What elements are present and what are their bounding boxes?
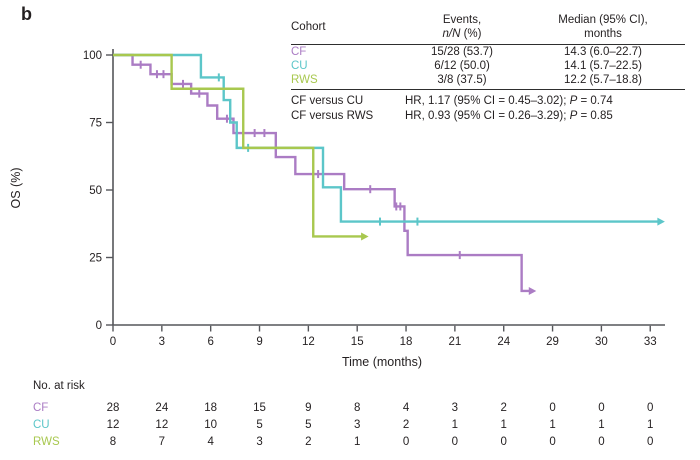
at-risk-value: 1 xyxy=(451,419,459,431)
x-tick-label: 0 xyxy=(110,336,116,348)
y-tick-label: 100 xyxy=(83,50,102,62)
at-risk-value: 4 xyxy=(207,436,214,448)
at-risk-value: 10 xyxy=(204,419,218,431)
at-risk-value: 3 xyxy=(353,419,361,431)
at-risk-value: 18 xyxy=(204,402,218,414)
comparison-value-cf-cu: HR, 1.17 (95% CI = 0.45–3.02); P = 0.74 xyxy=(405,95,613,107)
y-tick-label: 0 xyxy=(96,320,102,332)
at-risk-value: 0 xyxy=(402,436,410,448)
at-risk-row-label-rws: RWS xyxy=(33,436,60,448)
cu-censored-end-arrow-icon xyxy=(657,217,665,226)
comparison-row-cf-cu: CF versus CU HR, 1.17 (95% CI = 0.45–3.0… xyxy=(291,90,685,109)
x-tick-label: 3 xyxy=(159,336,165,348)
stats-header-row: Cohort Events, n/N (%) Median (95% CI), mo… xyxy=(291,13,685,45)
km-survival-chart: 0 25 50 75 100 0 3 6 9 12 15 18 21 24 29 30 33 Time (mont… xyxy=(9,49,665,369)
y-tick-label: 75 xyxy=(89,118,102,130)
at-risk-value: 12 xyxy=(155,419,169,431)
rws-survival-curve xyxy=(113,53,363,238)
at-risk-value: 8 xyxy=(353,402,361,414)
at-risk-value: 7 xyxy=(158,436,166,448)
x-tick-label: 6 xyxy=(207,336,213,348)
x-tick-label: 29 xyxy=(546,336,559,348)
at-risk-value: 0 xyxy=(500,436,507,448)
stats-row-rws: RWS 3/8 (37.5) 12.2 (5.7–18.8) xyxy=(291,73,685,90)
at-risk-value: 1 xyxy=(647,419,654,431)
cu-survival-curve xyxy=(113,53,659,223)
x-axis-title: Time (months) xyxy=(342,355,422,369)
events-cu: 6/12 (50.0) xyxy=(434,60,490,72)
at-risk-value: 1 xyxy=(353,436,361,448)
at-risk-value: 0 xyxy=(549,436,556,448)
at-risk-row-label-cu: CU xyxy=(33,419,50,431)
at-risk-value: 2 xyxy=(500,402,507,414)
col-header-cohort: Cohort xyxy=(291,13,403,45)
median-cu: 14.1 (5.7–22.5) xyxy=(563,60,642,72)
at-risk-value: 0 xyxy=(647,402,654,414)
at-risk-value: 0 xyxy=(549,402,556,414)
median-cf: 14.3 (6.0–22.7) xyxy=(563,46,642,58)
stats-row-cf: CF 15/28 (53.7) 14.3 (6.0–22.7) xyxy=(291,45,685,60)
at-risk-value: 1 xyxy=(598,419,605,431)
rws-censored-end-arrow-icon xyxy=(361,232,369,241)
cohort-label-cu: CU xyxy=(291,60,308,72)
median-rws: 12.2 (5.7–18.8) xyxy=(521,73,685,90)
at-risk-value: 0 xyxy=(598,402,605,414)
cohort-label-rws: RWS xyxy=(291,73,403,90)
at-risk-value: 3 xyxy=(451,402,459,414)
y-tick-label: 50 xyxy=(89,185,102,197)
comparison-label-cf-rws: CF versus RWS xyxy=(291,110,374,122)
comparison-value-cf-rws: HR, 0.93 (95% CI = 0.26–3.29); P = 0.85 xyxy=(405,110,613,122)
x-tick-label: 9 xyxy=(256,336,262,348)
x-tick-label: 12 xyxy=(302,336,315,348)
events-cf: 15/28 (53.7) xyxy=(430,46,493,58)
at-risk-value: 4 xyxy=(402,402,410,414)
cf-censored-end-arrow-icon xyxy=(528,286,537,295)
x-tick-label: 18 xyxy=(400,336,413,348)
at-risk-value: 5 xyxy=(256,419,263,431)
y-axis-title: OS (%) xyxy=(9,168,23,209)
col-header-median: Median (95% CI), months xyxy=(521,13,685,45)
at-risk-row-label-cf: CF xyxy=(33,402,49,414)
at-risk-value: 9 xyxy=(305,402,312,414)
panel-label: b xyxy=(21,4,32,24)
at-risk-value: 5 xyxy=(305,419,312,431)
comparison-row-cf-rws: CF versus RWS HR, 0.93 (95% CI = 0.26–3.… xyxy=(291,108,685,123)
at-risk-value: 1 xyxy=(500,419,507,431)
at-risk-value: 0 xyxy=(451,436,459,448)
col-header-events: Events, n/N (%) xyxy=(403,13,521,45)
at-risk-value: 3 xyxy=(256,436,263,448)
x-tick-label: 30 xyxy=(595,336,608,348)
x-tick-label: 21 xyxy=(448,336,461,348)
comparison-label-cf-cu: CF versus CU xyxy=(291,95,364,107)
at-risk-value: 0 xyxy=(598,436,605,448)
at-risk-value: 12 xyxy=(106,419,120,431)
x-tick-label: 33 xyxy=(644,336,657,348)
cohort-label-cf: CF xyxy=(291,46,307,58)
at-risk-value: 2 xyxy=(402,419,410,431)
y-tick-label: 25 xyxy=(89,253,102,265)
at-risk-value: 15 xyxy=(253,402,266,414)
at-risk-value: 2 xyxy=(305,436,312,448)
at-risk-title: No. at risk xyxy=(33,380,85,392)
at-risk-value: 8 xyxy=(109,436,117,448)
at-risk-value: 0 xyxy=(647,436,654,448)
x-tick-label: 24 xyxy=(497,336,510,348)
at-risk-value: 1 xyxy=(549,419,556,431)
at-risk-value: 28 xyxy=(106,402,120,414)
at-risk-value: 24 xyxy=(155,402,169,414)
stats-table: Cohort Events, n/N (%) Median (95% CI), mo… xyxy=(291,13,685,123)
x-tick-label: 15 xyxy=(351,336,364,348)
stats-row-cu: CU 6/12 (50.0) 14.1 (5.7–22.5) xyxy=(291,59,685,73)
events-rws: 3/8 (37.5) xyxy=(403,73,521,90)
